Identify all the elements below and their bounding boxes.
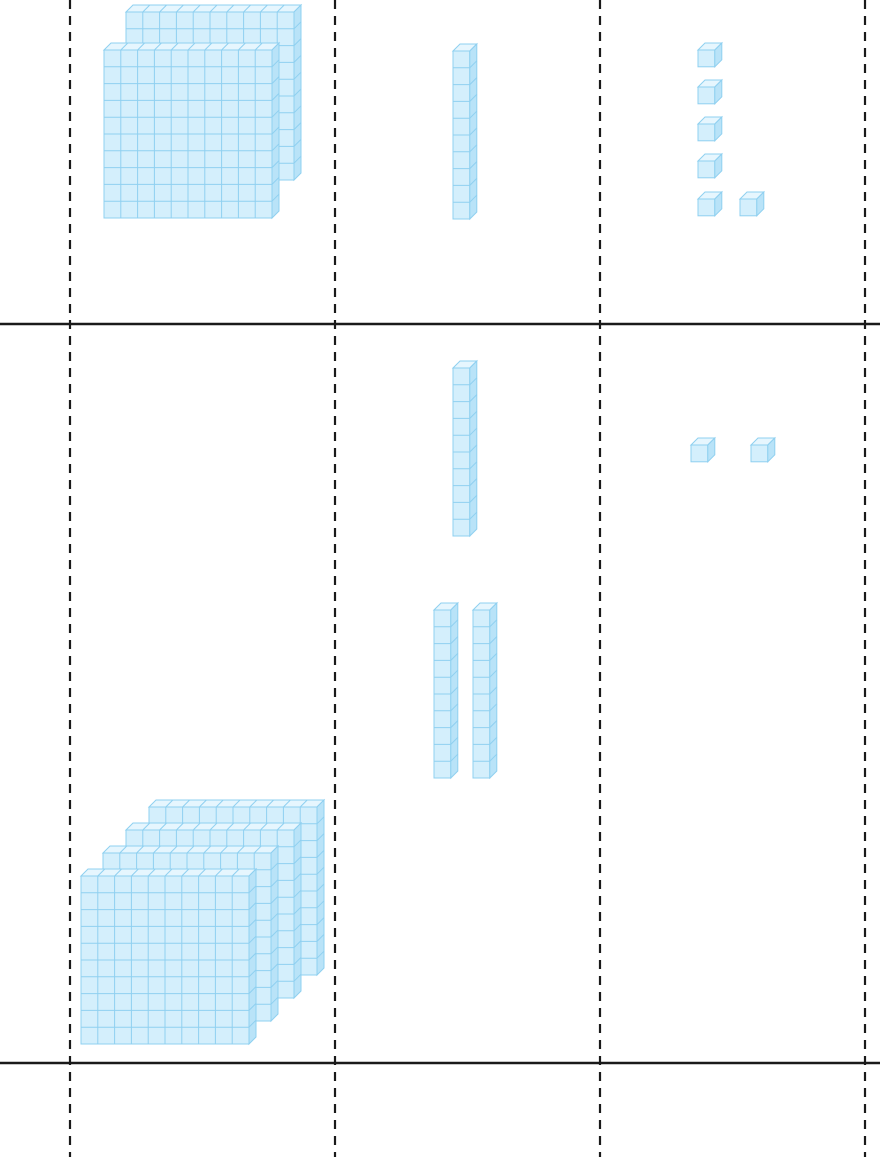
row-2-ones-cube-2	[749, 436, 777, 464]
row-2-tens-rod-1	[451, 359, 479, 538]
row-2-tens-rod-3	[471, 601, 499, 780]
row-2-hundreds-flat-4	[79, 867, 258, 1046]
row-1-blocks	[102, 3, 766, 221]
row-2-tens-rod-2	[432, 601, 460, 780]
row-1-ones-cube-1	[696, 41, 724, 69]
row-1-ones-cube-4	[696, 152, 724, 180]
row-1-tens-rod-1	[451, 42, 479, 221]
row-1-ones-cube-5	[696, 190, 724, 218]
row-2-blocks	[79, 359, 777, 1046]
row-1-ones-cube-6	[738, 190, 766, 218]
row-1-ones-cube-2	[696, 78, 724, 106]
row-2-ones-cube-1	[689, 436, 717, 464]
row-1-hundreds-flat-2	[102, 41, 281, 220]
row-1-ones-cube-3	[696, 115, 724, 143]
